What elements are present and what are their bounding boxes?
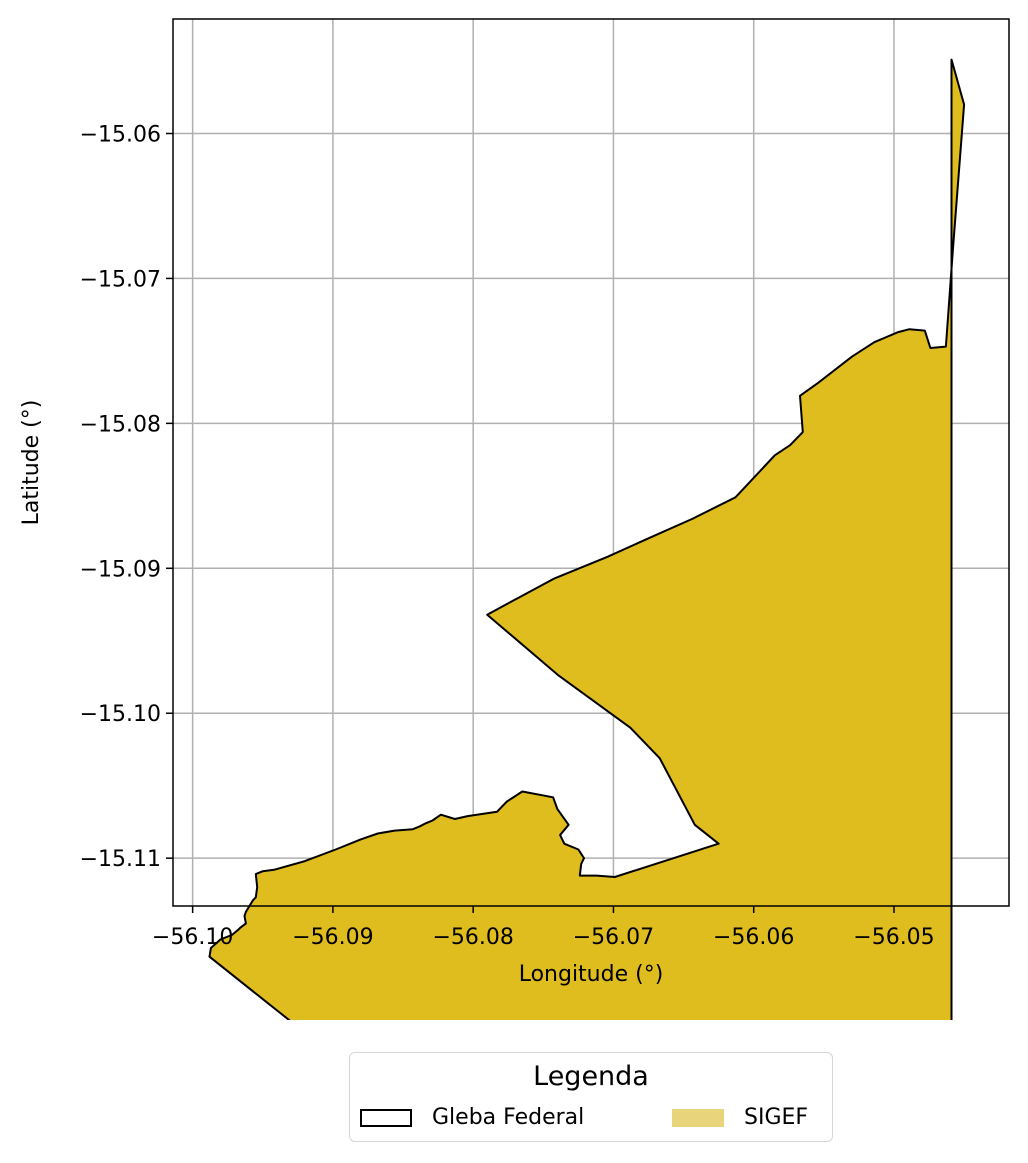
- x-tick-label: −56.08: [432, 925, 513, 950]
- x-tick-label: −56.10: [152, 925, 233, 950]
- x-tick-label: −56.05: [853, 925, 934, 950]
- legend-swatch-fill: [672, 1108, 724, 1127]
- y-tick-label: −15.10: [80, 702, 161, 727]
- map-chart: −56.10 −56.09 −56.08 −56.07 −56.06 −56.05 −15.…: [19, 18, 1010, 1020]
- tick-marks: −56.10 −56.09 −56.08 −56.07 −56.06 −56.05 −15.…: [80, 122, 935, 950]
- y-axis-label: Latitude (°): [19, 400, 44, 526]
- y-tick-label: −15.11: [80, 847, 161, 872]
- legend-label-gleba-federal: Gleba Federal: [432, 1105, 585, 1130]
- legend: Legenda Gleba Federal SIGEF: [349, 1052, 833, 1142]
- sigef-polygon: [208, 58, 966, 1020]
- x-tick-label: −56.07: [573, 925, 654, 950]
- x-tick-label: −56.06: [713, 925, 794, 950]
- legend-swatch-outline: [360, 1108, 412, 1127]
- y-tick-label: −15.06: [80, 122, 161, 147]
- x-axis-label: Longitude (°): [519, 962, 664, 987]
- legend-title: Legenda: [533, 1061, 649, 1092]
- x-tick-label: −56.09: [292, 925, 373, 950]
- legend-label-sigef: SIGEF: [744, 1105, 809, 1130]
- legend-item-sigef: SIGEF: [672, 1105, 808, 1130]
- y-tick-label: −15.08: [80, 412, 161, 437]
- plot-frame: [172, 18, 1010, 907]
- y-tick-label: −15.09: [80, 557, 161, 582]
- polygon-layer: [208, 58, 966, 1020]
- legend-item-gleba-federal: Gleba Federal: [360, 1105, 584, 1130]
- y-tick-label: −15.07: [80, 267, 161, 292]
